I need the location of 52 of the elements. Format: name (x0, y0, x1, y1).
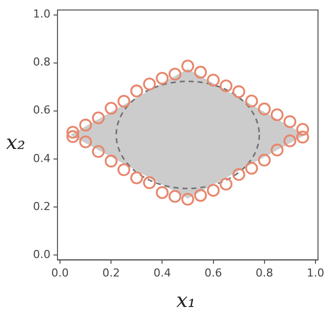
point (143, 176, 156, 190)
point (79, 118, 92, 132)
y-tick-label: 0.0 (32, 248, 50, 261)
point (270, 108, 284, 122)
y-tick-label: 0.6 (32, 104, 50, 117)
point (117, 163, 130, 176)
point (206, 74, 220, 87)
point (156, 186, 169, 199)
point (66, 126, 80, 139)
point (284, 134, 296, 148)
point (181, 60, 194, 72)
x-tick-label: 0.0 (51, 266, 69, 280)
x-axis-title: x₁ (175, 288, 197, 312)
point (181, 192, 194, 206)
point (79, 135, 92, 148)
x-tick-label: 0.2 (102, 266, 120, 280)
x-tick-label: 1.0 (306, 266, 324, 280)
point (117, 94, 130, 108)
point (156, 72, 169, 85)
point (284, 115, 296, 128)
point (194, 189, 207, 202)
y-tick-label: 0.8 (32, 56, 50, 69)
point (220, 80, 232, 92)
point (232, 168, 246, 181)
y-axis-title: x₂ (6, 130, 26, 154)
y-tick-label: 0.2 (32, 200, 50, 213)
point (104, 154, 118, 168)
point (168, 68, 182, 81)
point (258, 102, 271, 116)
point (258, 154, 271, 167)
point (270, 144, 284, 156)
y-tick-label: 0.4 (32, 152, 50, 165)
point (296, 130, 310, 144)
point (168, 190, 182, 203)
x-tick-label: 0.8 (256, 266, 274, 280)
point (130, 171, 144, 184)
point (220, 178, 232, 191)
point (245, 94, 258, 108)
point (143, 78, 156, 90)
point (232, 85, 246, 98)
point (130, 84, 144, 98)
point (194, 66, 207, 79)
point (245, 162, 258, 175)
point (66, 130, 80, 143)
point (92, 145, 105, 158)
point (296, 122, 310, 136)
x-tick-label: 0.6 (204, 266, 222, 280)
point (92, 111, 105, 124)
point (206, 184, 220, 197)
y-tick-label: 1.0 (32, 8, 50, 21)
point (104, 102, 118, 115)
x-tick-label: 0.4 (153, 266, 171, 280)
